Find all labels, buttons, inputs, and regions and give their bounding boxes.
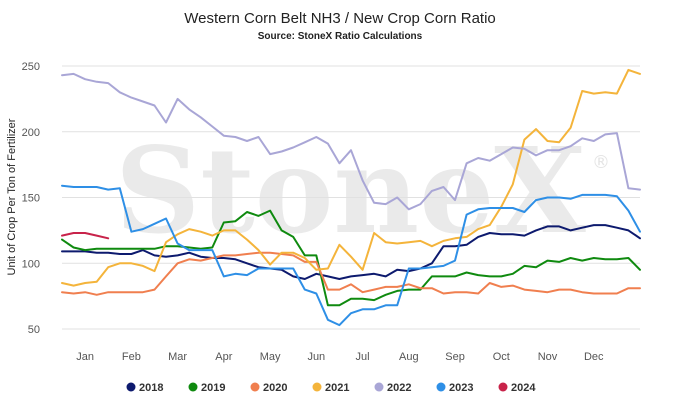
legend-label-2023[interactable]: 2023 — [449, 382, 473, 394]
legend-label-2019[interactable]: 2019 — [201, 382, 225, 394]
x-tick-label-jul: Jul — [356, 351, 370, 363]
chart-title: Western Corn Belt NH3 / New Crop Corn Ra… — [184, 10, 496, 27]
chart-subtitle: Source: StoneX Ratio Calculations — [258, 31, 423, 42]
legend-label-2018[interactable]: 2018 — [139, 382, 163, 394]
series-line-2023 — [61, 184, 641, 327]
x-tick-label-jun: Jun — [307, 351, 325, 363]
series-line-2024 — [61, 232, 110, 240]
y-tick-label: 100 — [22, 258, 40, 270]
x-tick-label-mar: Mar — [168, 351, 187, 363]
x-tick-label-dec: Dec — [584, 351, 604, 363]
legend-label-2022[interactable]: 2022 — [387, 382, 411, 394]
x-tick-label-apr: Apr — [215, 351, 232, 363]
series-line-2020 — [61, 251, 641, 296]
legend-swatch-2018 — [126, 382, 136, 392]
x-tick-label-may: May — [260, 351, 281, 363]
x-axis-ticks: Jan Feb Mar Apr May Jun Jul Aug Sep Oct Nov Dec — [76, 351, 604, 363]
x-tick-label-feb: Feb — [122, 351, 141, 363]
legend-swatch-2020 — [250, 382, 260, 392]
legend-swatch-2023 — [436, 382, 446, 392]
legend-swatch-2021 — [312, 382, 322, 392]
x-tick-label-oct: Oct — [493, 351, 510, 363]
series-line-2022 — [61, 72, 641, 211]
x-tick-label-aug: Aug — [399, 351, 419, 363]
watermark: StoneX — [115, 121, 586, 260]
legend-label-2020[interactable]: 2020 — [263, 382, 287, 394]
x-tick-label-jan: Jan — [76, 351, 94, 363]
legend-label-2021[interactable]: 2021 — [325, 382, 349, 394]
y-tick-label: 50 — [28, 324, 40, 336]
legend-label-2024[interactable]: 2024 — [511, 382, 536, 394]
y-tick-label: 200 — [22, 127, 40, 139]
y-axis-label: Unit of Crop Per Ton of Fertilizer — [6, 118, 18, 275]
y-tick-label: 250 — [22, 61, 40, 73]
x-tick-label-sep: Sep — [445, 351, 465, 363]
series-line-2019 — [61, 209, 641, 307]
watermark-registered-mark: ® — [592, 152, 610, 173]
series-lines — [61, 68, 641, 327]
series-line-2021 — [61, 68, 641, 287]
legend-swatch-2019 — [188, 382, 198, 392]
y-tick-label: 150 — [22, 193, 40, 205]
x-tick-label-nov: Nov — [538, 351, 558, 363]
y-axis-ticks: 50 100 150 200 250 — [22, 61, 40, 336]
legend-swatch-2022 — [374, 382, 384, 392]
legend-swatch-2024 — [498, 382, 508, 392]
legend: 2018 2019 2020 2021 2022 2023 2024 — [126, 382, 536, 394]
series-line-2018 — [61, 224, 641, 280]
